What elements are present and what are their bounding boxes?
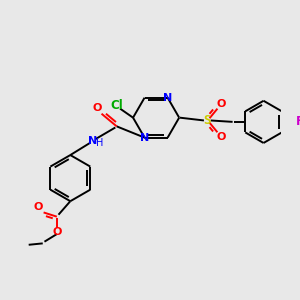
Text: H: H	[96, 138, 103, 148]
Text: N: N	[88, 136, 98, 146]
Text: S: S	[203, 114, 211, 127]
Text: N: N	[140, 133, 149, 142]
Text: O: O	[33, 202, 43, 212]
Text: F: F	[296, 116, 300, 128]
Text: N: N	[163, 93, 172, 103]
Text: O: O	[92, 103, 102, 113]
Text: Cl: Cl	[110, 99, 123, 112]
Text: O: O	[217, 132, 226, 142]
Text: O: O	[52, 227, 62, 237]
Text: O: O	[217, 99, 226, 109]
